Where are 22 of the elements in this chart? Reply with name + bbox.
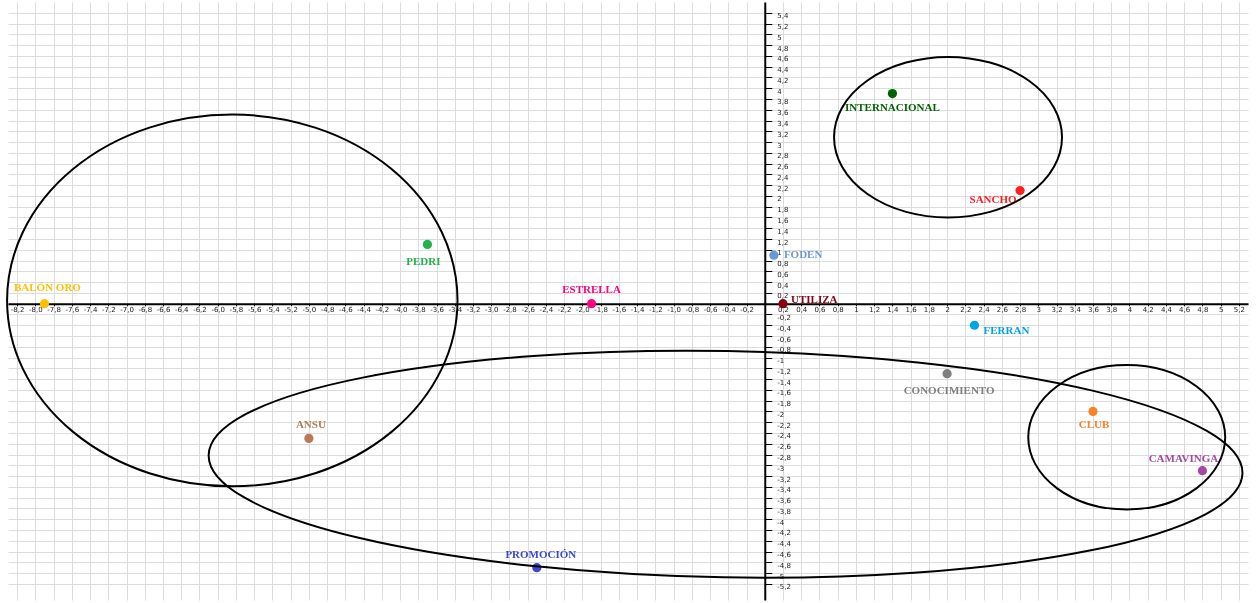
series-label: PROMOCIÓN xyxy=(505,547,577,560)
series-label: FODEN xyxy=(783,248,823,261)
point xyxy=(1197,466,1208,476)
point xyxy=(769,250,779,260)
point xyxy=(887,88,898,99)
point xyxy=(304,433,314,443)
series-label: CLUB xyxy=(1078,418,1110,431)
series-label: SANCHO xyxy=(969,192,1018,205)
point xyxy=(1015,185,1025,196)
point xyxy=(422,239,433,250)
series-label: ESTRELLA xyxy=(562,282,621,295)
point xyxy=(1088,406,1098,417)
series-label: INTERNACIONAL xyxy=(845,100,940,113)
series-label: CAMAVINGA xyxy=(1148,451,1219,464)
series-label: FERRAN xyxy=(983,324,1030,337)
series-label: ANSU xyxy=(295,418,326,431)
series-label: PEDRI xyxy=(406,255,441,268)
point xyxy=(942,369,952,379)
series-label: BALÓN ORO xyxy=(14,280,82,293)
series-label: CONOCIMIENTO xyxy=(903,383,995,396)
series-label: UTILIZA xyxy=(791,292,838,305)
point xyxy=(969,320,980,330)
